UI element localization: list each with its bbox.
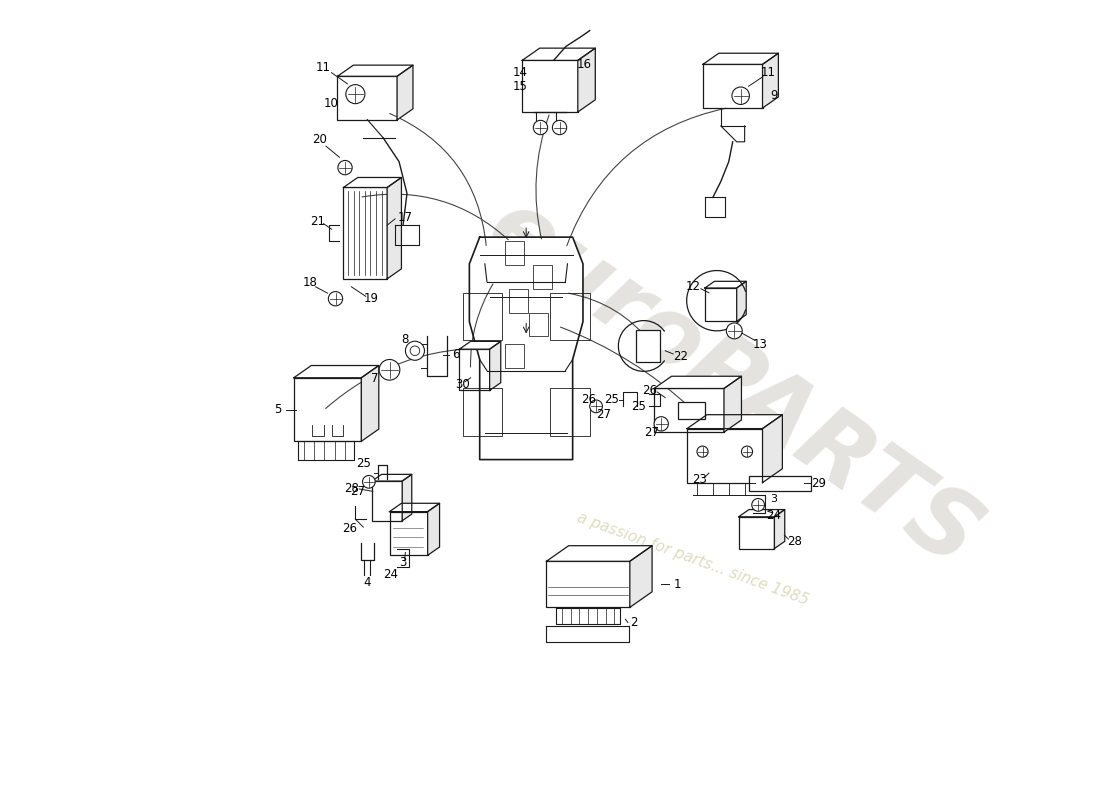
Text: 8: 8: [402, 333, 409, 346]
Text: 19: 19: [364, 292, 378, 306]
Bar: [463, 388, 503, 436]
Text: 28: 28: [344, 482, 359, 495]
Bar: [505, 344, 524, 368]
Text: euroPARTS: euroPARTS: [470, 181, 996, 587]
Text: 28: 28: [788, 535, 802, 548]
Text: 17: 17: [398, 210, 412, 224]
Circle shape: [726, 323, 742, 339]
Polygon shape: [428, 503, 440, 555]
Polygon shape: [490, 342, 500, 390]
Polygon shape: [578, 48, 595, 112]
Bar: [636, 330, 660, 362]
Text: 14: 14: [513, 66, 527, 79]
Polygon shape: [762, 414, 782, 482]
Circle shape: [751, 498, 764, 511]
Polygon shape: [703, 54, 779, 64]
Text: a passion for parts... since 1985: a passion for parts... since 1985: [575, 510, 811, 608]
Text: 4: 4: [363, 576, 371, 590]
Polygon shape: [294, 366, 378, 378]
Text: 26: 26: [342, 522, 358, 535]
Bar: [508, 289, 528, 313]
Text: 9: 9: [770, 90, 778, 102]
Polygon shape: [737, 282, 746, 322]
Polygon shape: [654, 376, 741, 389]
Text: 24: 24: [767, 509, 781, 522]
Circle shape: [338, 161, 352, 174]
Polygon shape: [724, 376, 741, 432]
Text: 7: 7: [372, 372, 379, 385]
Circle shape: [552, 120, 567, 134]
Text: 27: 27: [350, 485, 365, 498]
Text: 25: 25: [604, 394, 618, 406]
Text: 12: 12: [685, 280, 701, 293]
Text: 18: 18: [302, 276, 318, 290]
Polygon shape: [705, 282, 746, 288]
Polygon shape: [739, 510, 784, 517]
Polygon shape: [389, 503, 440, 512]
Text: 11: 11: [761, 66, 776, 79]
Text: 1: 1: [673, 578, 681, 591]
Bar: [550, 388, 590, 436]
Text: 13: 13: [754, 338, 768, 351]
Circle shape: [590, 400, 603, 413]
Polygon shape: [762, 54, 779, 108]
Text: 21: 21: [310, 214, 324, 228]
Text: 15: 15: [513, 80, 527, 93]
Polygon shape: [470, 237, 583, 459]
Circle shape: [406, 342, 425, 360]
Circle shape: [345, 85, 365, 104]
Circle shape: [379, 359, 400, 380]
Polygon shape: [630, 546, 652, 607]
Bar: [463, 293, 503, 341]
Bar: [550, 293, 590, 341]
Polygon shape: [547, 546, 652, 562]
Polygon shape: [774, 510, 784, 549]
Bar: [678, 402, 705, 419]
Polygon shape: [387, 178, 402, 279]
Polygon shape: [338, 65, 412, 76]
Text: 22: 22: [673, 350, 689, 363]
Polygon shape: [343, 178, 402, 187]
Bar: [749, 476, 812, 490]
Polygon shape: [397, 65, 412, 120]
Circle shape: [732, 87, 749, 105]
Text: 30: 30: [455, 378, 470, 390]
Bar: [528, 313, 548, 337]
Circle shape: [329, 291, 343, 306]
Polygon shape: [361, 366, 378, 442]
Polygon shape: [522, 48, 595, 60]
Text: 25: 25: [356, 457, 371, 470]
Text: 26: 26: [641, 384, 657, 397]
Text: 2: 2: [629, 616, 637, 629]
Text: 6: 6: [452, 348, 460, 362]
Text: 3: 3: [399, 556, 407, 570]
Polygon shape: [688, 414, 782, 429]
Polygon shape: [403, 474, 411, 521]
Text: 3: 3: [770, 494, 778, 504]
Polygon shape: [372, 474, 411, 481]
Bar: [505, 241, 524, 265]
Text: 20: 20: [312, 134, 327, 146]
Circle shape: [697, 446, 708, 457]
Text: 23: 23: [692, 473, 707, 486]
Circle shape: [741, 446, 752, 457]
Text: 27: 27: [596, 408, 612, 421]
Text: 29: 29: [811, 477, 826, 490]
Text: 5: 5: [275, 403, 282, 416]
Text: 27: 27: [645, 426, 659, 439]
Bar: [532, 265, 551, 289]
Text: 10: 10: [324, 97, 339, 110]
Circle shape: [363, 475, 375, 488]
Text: 25: 25: [631, 400, 647, 413]
Text: 11: 11: [316, 62, 331, 74]
Polygon shape: [460, 342, 500, 349]
Text: 26: 26: [581, 394, 595, 406]
Circle shape: [654, 417, 669, 431]
Text: 16: 16: [576, 58, 592, 71]
Circle shape: [534, 120, 548, 134]
Text: 24: 24: [384, 568, 398, 582]
